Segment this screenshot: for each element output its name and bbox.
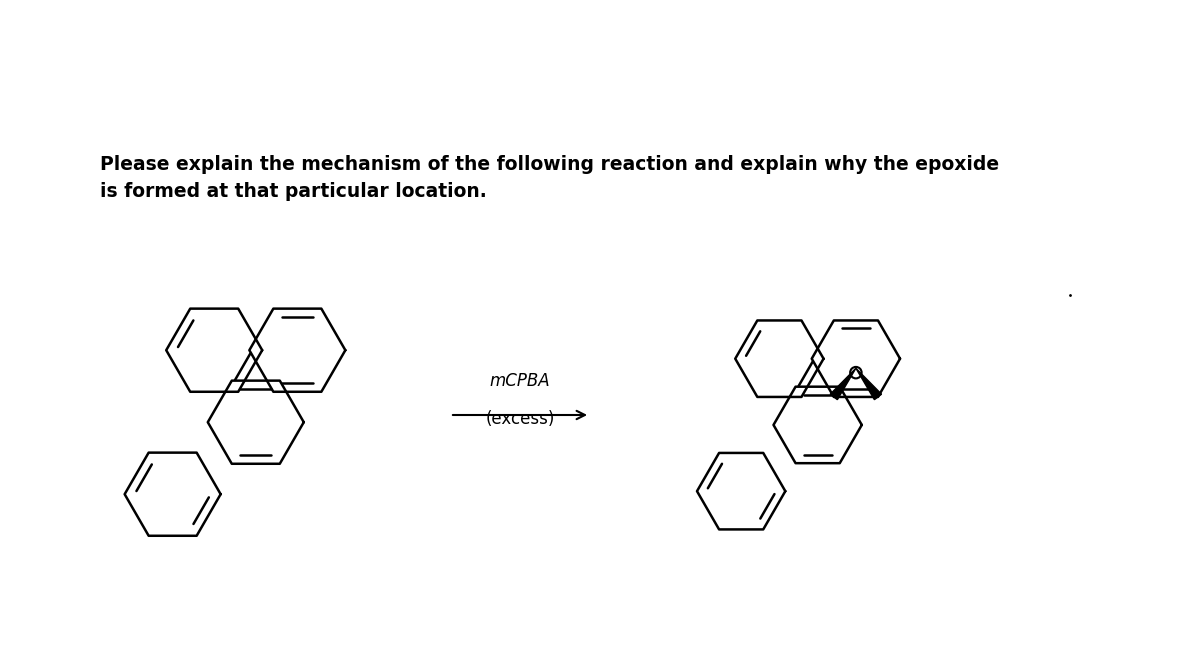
Text: is formed at that particular location.: is formed at that particular location. bbox=[100, 182, 487, 201]
Text: Please explain the mechanism of the following reaction and explain why the epoxi: Please explain the mechanism of the foll… bbox=[100, 155, 1000, 174]
Polygon shape bbox=[830, 368, 856, 399]
Text: (excess): (excess) bbox=[485, 410, 554, 428]
Polygon shape bbox=[856, 368, 882, 399]
Text: mCPBA: mCPBA bbox=[490, 372, 551, 390]
